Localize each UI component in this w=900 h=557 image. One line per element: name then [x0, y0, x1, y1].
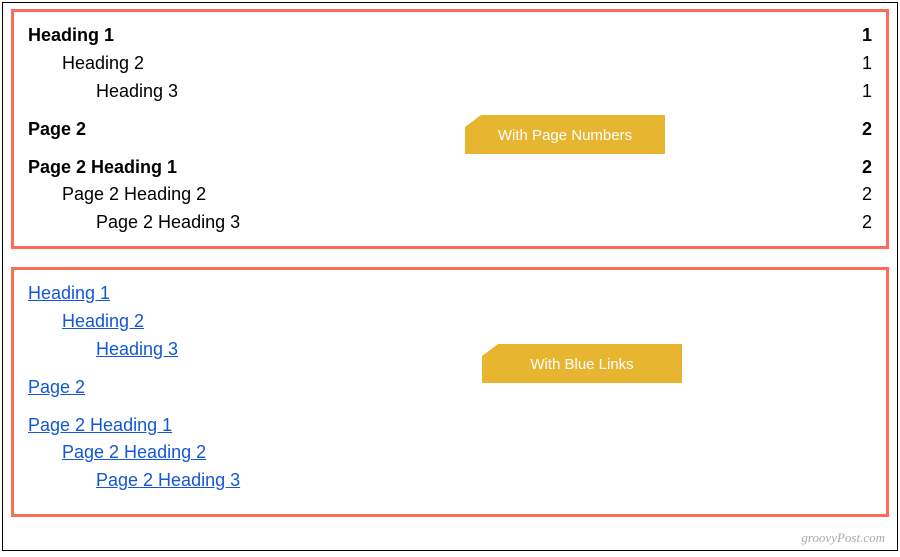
toc-link-row: Page 2 [28, 374, 872, 402]
toc-link[interactable]: Heading 1 [28, 283, 110, 303]
toc-title: Page 2 Heading 1 [28, 154, 177, 182]
toc-page-number: 1 [854, 78, 872, 106]
toc-link-row: Page 2 Heading 1 [28, 412, 872, 440]
toc-page-number: 1 [854, 50, 872, 78]
spacer [28, 364, 872, 374]
spacer [28, 144, 872, 154]
callout-with-blue-links: With Blue Links [482, 344, 682, 383]
toc-row: Page 2 2 [28, 116, 872, 144]
toc-page-number: 2 [854, 154, 872, 182]
toc-with-blue-links-panel: With Blue Links Heading 1 Heading 2 Headin… [11, 267, 889, 517]
toc-row: Heading 1 1 [28, 22, 872, 50]
callout-label: With Page Numbers [498, 127, 632, 144]
toc-link[interactable]: Page 2 Heading 3 [96, 470, 240, 490]
toc-title: Heading 2 [62, 50, 144, 78]
toc-link-row: Page 2 Heading 3 [28, 467, 872, 495]
toc-link[interactable]: Page 2 Heading 2 [62, 442, 206, 462]
fold-icon [482, 344, 498, 356]
toc-link[interactable]: Heading 2 [62, 311, 144, 331]
toc-title: Page 2 Heading 2 [62, 181, 206, 209]
toc-page-number: 2 [854, 181, 872, 209]
outer-frame: With Page Numbers Heading 11Heading 21He… [2, 2, 898, 551]
toc-link[interactable]: Page 2 Heading 1 [28, 415, 172, 435]
toc-page-number: 2 [854, 209, 872, 237]
callout-with-page-numbers: With Page Numbers [465, 115, 665, 154]
toc-link[interactable]: Heading 3 [96, 339, 178, 359]
toc-title: Page 2 Heading 3 [96, 209, 240, 237]
spacer [28, 402, 872, 412]
toc-row: Heading 3 1 [28, 78, 872, 106]
toc-page-number: 2 [854, 116, 872, 144]
fold-icon [465, 115, 481, 127]
toc-title: Heading 1 [28, 22, 114, 50]
toc-title: Page 2 [28, 116, 86, 144]
toc-page-number: 1 [854, 22, 872, 50]
toc-link-row: Page 2 Heading 2 [28, 439, 872, 467]
toc-link[interactable]: Page 2 [28, 377, 85, 397]
toc-link-row: Heading 1 [28, 280, 872, 308]
toc-with-page-numbers-panel: With Page Numbers Heading 11Heading 21He… [11, 9, 889, 249]
toc-link-row: Heading 2 [28, 308, 872, 336]
spacer [28, 106, 872, 116]
callout-label: With Blue Links [530, 356, 633, 373]
toc-row: Page 2 Heading 2 2 [28, 181, 872, 209]
toc-row: Heading 2 1 [28, 50, 872, 78]
watermark: groovyPost.com [801, 530, 885, 546]
toc-row: Page 2 Heading 3 2 [28, 209, 872, 237]
toc-link-row: Heading 3 [28, 336, 872, 364]
toc-row: Page 2 Heading 1 2 [28, 154, 872, 182]
toc-title: Heading 3 [96, 78, 178, 106]
